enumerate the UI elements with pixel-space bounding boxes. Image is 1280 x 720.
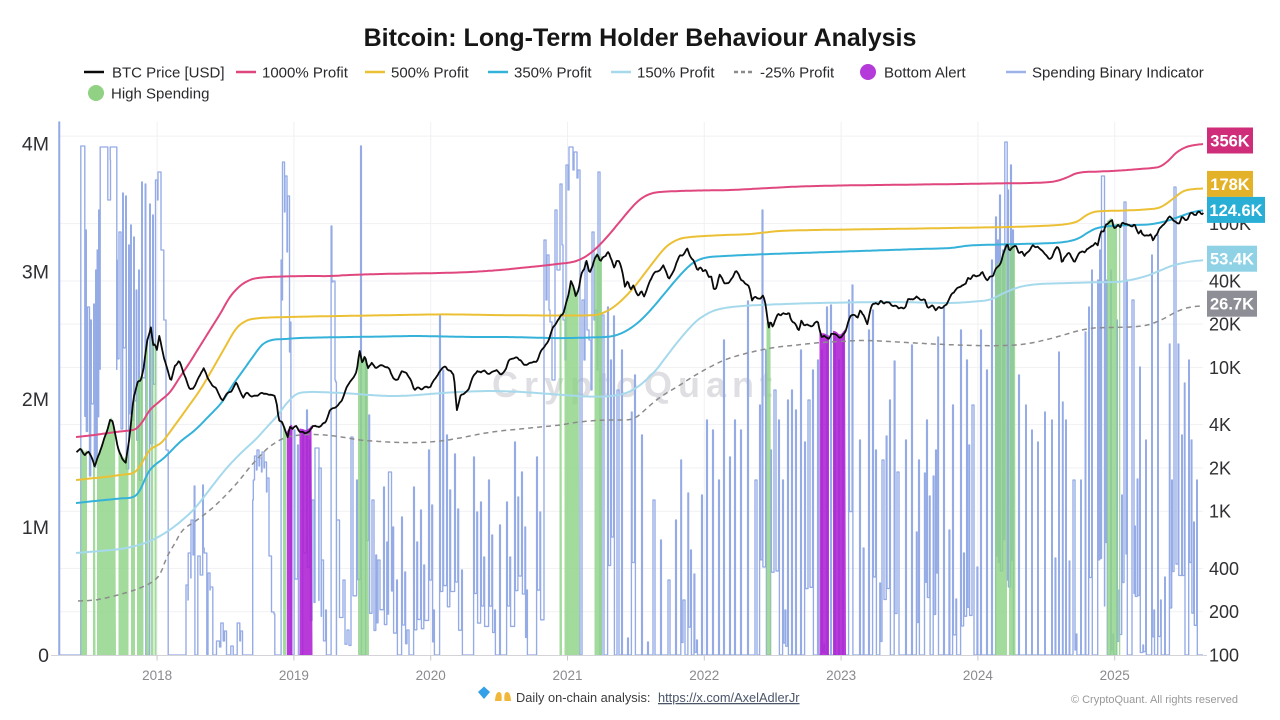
svg-text:© CryptoQuant. All rights rese: © CryptoQuant. All rights reserved — [1071, 694, 1238, 706]
svg-text:BTC Price [USD]: BTC Price [USD] — [112, 65, 225, 82]
svg-text:2024: 2024 — [963, 668, 994, 683]
svg-text:High Spending: High Spending — [111, 86, 209, 103]
svg-text:2020: 2020 — [416, 668, 446, 683]
svg-text:-25% Profit: -25% Profit — [760, 65, 835, 82]
svg-text:178K: 178K — [1210, 176, 1250, 194]
svg-text:1M: 1M — [22, 517, 49, 539]
svg-text:2021: 2021 — [552, 668, 582, 683]
svg-text:2023: 2023 — [826, 668, 856, 683]
svg-text:4M: 4M — [22, 134, 49, 156]
svg-text:Daily on-chain analysis:: Daily on-chain analysis: — [516, 690, 650, 705]
svg-text:https://x.com/AxelAdlerJr: https://x.com/AxelAdlerJr — [658, 690, 800, 705]
svg-text:200: 200 — [1209, 602, 1239, 622]
svg-text:500% Profit: 500% Profit — [391, 65, 469, 82]
svg-text:2022: 2022 — [689, 668, 719, 683]
svg-text:20K: 20K — [1209, 315, 1241, 335]
svg-text:2M: 2M — [22, 389, 49, 411]
svg-text:3M: 3M — [22, 261, 49, 283]
svg-text:356K: 356K — [1210, 133, 1250, 151]
svg-text:1K: 1K — [1209, 502, 1231, 522]
svg-text:Bitcoin: Long-Term Holder Beha: Bitcoin: Long-Term Holder Behaviour Anal… — [364, 24, 917, 52]
svg-text:150% Profit: 150% Profit — [637, 65, 715, 82]
svg-text:350% Profit: 350% Profit — [514, 65, 592, 82]
svg-text:1000% Profit: 1000% Profit — [262, 65, 349, 82]
svg-text:2025: 2025 — [1100, 668, 1130, 683]
svg-text:0: 0 — [38, 645, 49, 667]
svg-text:Bottom Alert: Bottom Alert — [884, 65, 967, 82]
svg-text:2018: 2018 — [142, 668, 172, 683]
svg-text:CryptoQuant: CryptoQuant — [492, 364, 778, 405]
svg-text:400: 400 — [1209, 559, 1239, 579]
svg-text:40K: 40K — [1209, 272, 1241, 292]
svg-text:100: 100 — [1209, 646, 1239, 666]
svg-text:26.7K: 26.7K — [1210, 296, 1254, 314]
svg-text:2019: 2019 — [279, 668, 309, 683]
svg-text:10K: 10K — [1209, 358, 1241, 378]
svg-text:124.6K: 124.6K — [1209, 202, 1262, 220]
svg-text:4K: 4K — [1209, 415, 1231, 435]
svg-text:53.4K: 53.4K — [1210, 251, 1254, 269]
svg-text:Spending Binary Indicator: Spending Binary Indicator — [1032, 65, 1204, 82]
svg-text:2K: 2K — [1209, 458, 1231, 478]
